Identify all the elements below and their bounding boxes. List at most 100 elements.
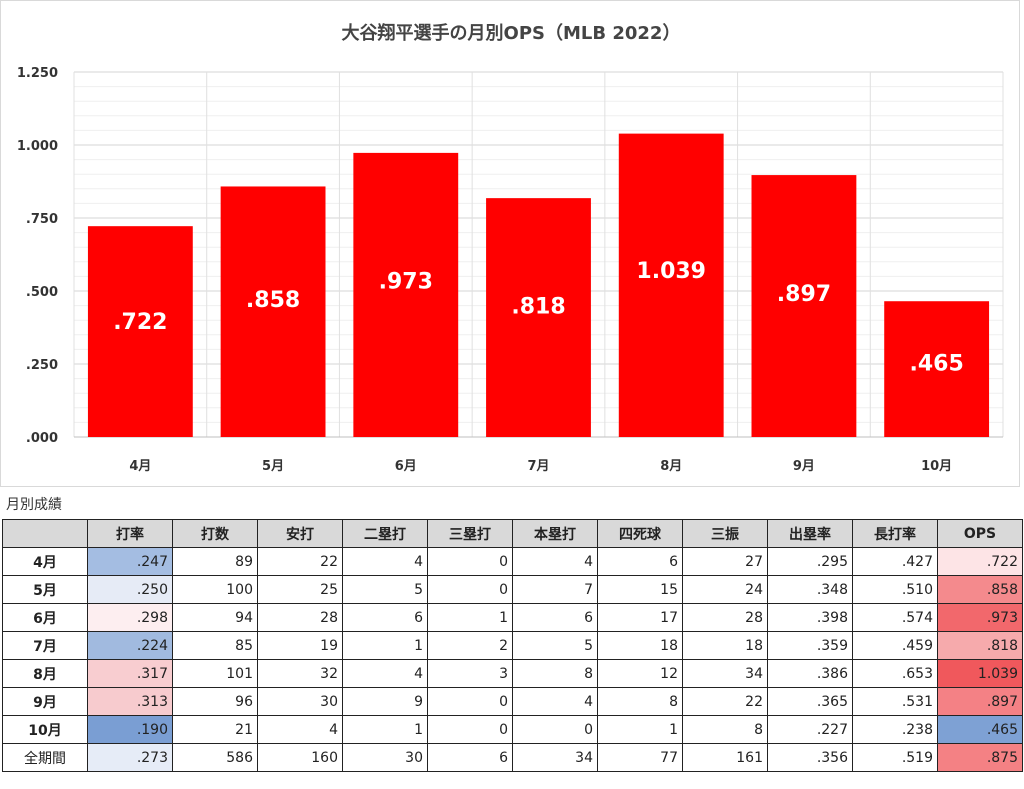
bar-value-label: .858 (246, 288, 300, 313)
table-cell: .359 (767, 631, 853, 660)
x-tick-label: 6月 (395, 459, 417, 474)
table-cell: 0 (427, 547, 513, 576)
table-cell: 32 (257, 659, 343, 688)
column-header: 打率 (87, 519, 173, 548)
table-cell: 4 (342, 547, 428, 576)
table-cell: .531 (852, 687, 938, 716)
table-cell: 30 (257, 687, 343, 716)
x-tick-label: 8月 (660, 459, 682, 474)
table-cell: 28 (257, 603, 343, 632)
table-cell: 25 (257, 575, 343, 604)
table-cell: 161 (682, 743, 768, 772)
table-cell: .247 (87, 547, 173, 576)
table-cell: 34 (512, 743, 598, 772)
table-cell: .653 (852, 659, 938, 688)
table-cell: 1.039 (937, 659, 1023, 688)
table-cell: 15 (597, 575, 683, 604)
row-label: 6月 (2, 603, 88, 632)
table-cell: .227 (767, 715, 853, 744)
table-cell: 5 (512, 631, 598, 660)
table-cell: .317 (87, 659, 173, 688)
table-row: 7月 .224 85 19 1 2 5 18 18.359.459.818 (2, 631, 1023, 660)
table-cell: 30 (342, 743, 428, 772)
table-cell: 17 (597, 603, 683, 632)
bar (486, 198, 591, 437)
y-tick-label: .000 (26, 431, 58, 446)
table-cell: 6 (597, 547, 683, 576)
table-cell: .722 (937, 547, 1023, 576)
bar-value-label: .818 (511, 295, 565, 320)
x-tick-label: 5月 (262, 459, 284, 474)
table-row: 6月 .298 94 28 6 1 6 17 28.398.574.973 (2, 603, 1023, 632)
table-cell: .897 (937, 687, 1023, 716)
x-tick-label: 4月 (129, 459, 151, 474)
table-row: 5月 .250 100 25 5 0 7 15 24.348.510.858 (2, 575, 1023, 604)
table-cell: 22 (682, 687, 768, 716)
table-cell: .295 (767, 547, 853, 576)
table-cell: .224 (87, 631, 173, 660)
table-cell: 1 (427, 603, 513, 632)
x-tick-label: 9月 (793, 459, 815, 474)
table-cell: .356 (767, 743, 853, 772)
chart-title: 大谷翔平選手の月別OPS（MLB 2022） (341, 23, 681, 44)
table-cell: 160 (257, 743, 343, 772)
table-caption: 月別成績 (6, 497, 62, 513)
table-cell: 2 (427, 631, 513, 660)
table-row: 全期間 .273 586 160 30 6 34 77 161.356.519.875 (2, 743, 1023, 772)
table-cell: 22 (257, 547, 343, 576)
table-cell: 100 (172, 575, 258, 604)
table-cell: 4 (342, 659, 428, 688)
bar-value-label: 1.039 (636, 259, 706, 284)
table-row: 10月 .190 21 4 1 0 0 1 8.227.238.465 (2, 715, 1023, 744)
table-cell: 586 (172, 743, 258, 772)
table-cell: 18 (597, 631, 683, 660)
table-cell: .465 (937, 715, 1023, 744)
column-header: 出塁率 (767, 519, 853, 548)
table-cell: .298 (87, 603, 173, 632)
row-label: 5月 (2, 575, 88, 604)
table-cell: .574 (852, 603, 938, 632)
bar-value-label: .973 (379, 270, 433, 295)
table-cell: 9 (342, 687, 428, 716)
table-cell: 5 (342, 575, 428, 604)
bar-value-label: .722 (113, 310, 167, 335)
table-cell: 34 (682, 659, 768, 688)
column-header: 四死球 (597, 519, 683, 548)
table-cell: 28 (682, 603, 768, 632)
column-header: 打数 (172, 519, 258, 548)
table-cell: 27 (682, 547, 768, 576)
table-cell: 12 (597, 659, 683, 688)
table-cell: 4 (512, 547, 598, 576)
table-cell: .818 (937, 631, 1023, 660)
table-cell: 8 (512, 659, 598, 688)
y-tick-label: .750 (26, 212, 58, 227)
bar (220, 186, 326, 437)
bar-chart: .000 .250 .500 .750 1.000 1.250 .722 4月 .858 5月 .9… (17, 66, 1004, 474)
bar-value-label: .465 (910, 351, 964, 376)
table-cell: 0 (427, 687, 513, 716)
bar (618, 133, 724, 437)
column-header: 三振 (682, 519, 768, 548)
table-cell: 0 (427, 715, 513, 744)
table-cell: 19 (257, 631, 343, 660)
x-tick-label: 7月 (527, 459, 549, 474)
row-label: 4月 (2, 547, 88, 576)
table-cell: 0 (427, 575, 513, 604)
y-tick-label: 1.000 (17, 139, 58, 154)
y-tick-label: 1.250 (17, 66, 58, 81)
table-cell: .386 (767, 659, 853, 688)
table-cell: 8 (682, 715, 768, 744)
table-cell: 94 (172, 603, 258, 632)
table-cell: .250 (87, 575, 173, 604)
column-header: 三塁打 (427, 519, 513, 548)
row-label: 9月 (2, 687, 88, 716)
stats-table: 打率 打数 安打 二塁打 三塁打 本塁打 四死球 三振 出塁率 長打率 OPS 4月 .247 89 22… (2, 519, 1023, 772)
chart-card: 大谷翔平選手の月別OPS（MLB 2022） .000 .250 .500 .750 1… (0, 0, 1020, 487)
table-cell: .348 (767, 575, 853, 604)
bar (751, 175, 857, 438)
row-label: 8月 (2, 659, 88, 688)
table-row: 4月 .247 89 22 4 0 4 6 27.295.427.722 (2, 547, 1023, 576)
table-cell: 77 (597, 743, 683, 772)
table-cell: .273 (87, 743, 173, 772)
table-cell: .459 (852, 631, 938, 660)
